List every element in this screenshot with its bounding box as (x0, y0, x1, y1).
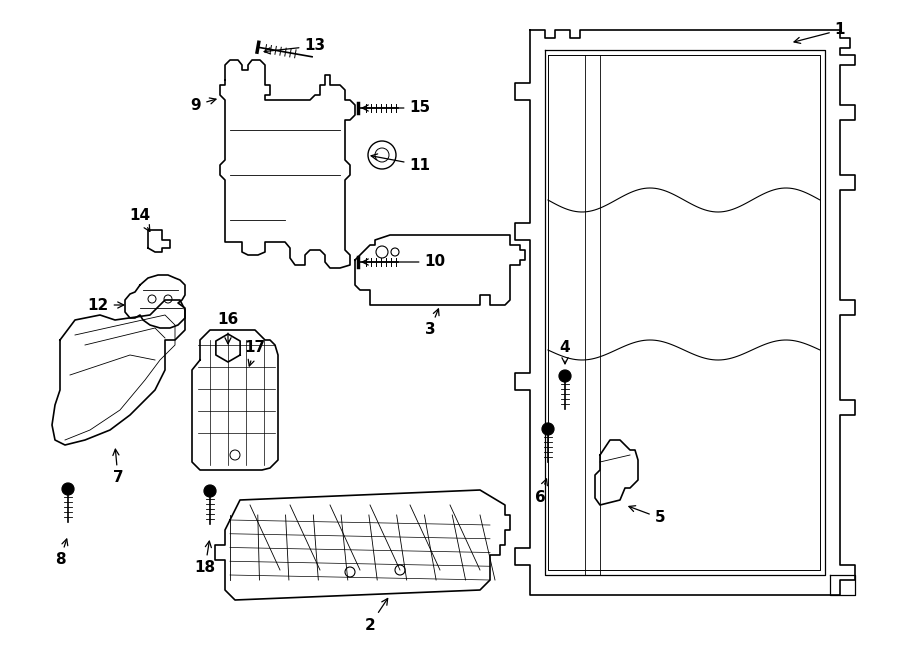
Text: 13: 13 (264, 38, 326, 54)
Text: 4: 4 (560, 340, 571, 364)
Polygon shape (215, 490, 510, 600)
Text: 14: 14 (130, 208, 150, 231)
Circle shape (559, 370, 571, 382)
Circle shape (62, 483, 74, 495)
Text: 17: 17 (245, 340, 266, 366)
Polygon shape (216, 334, 240, 362)
Polygon shape (125, 275, 185, 328)
Text: 18: 18 (194, 541, 216, 576)
Polygon shape (830, 575, 855, 595)
Text: 8: 8 (55, 539, 68, 568)
Text: 7: 7 (112, 449, 123, 485)
Text: 11: 11 (371, 154, 430, 173)
Polygon shape (148, 230, 170, 252)
Polygon shape (595, 440, 638, 505)
Circle shape (204, 485, 216, 497)
Text: 6: 6 (535, 479, 547, 504)
Text: 1: 1 (794, 22, 845, 44)
Polygon shape (192, 330, 278, 470)
Text: 16: 16 (218, 313, 238, 344)
Text: 12: 12 (87, 297, 124, 313)
Circle shape (542, 423, 554, 435)
Polygon shape (52, 300, 185, 445)
Polygon shape (355, 235, 525, 305)
Text: 10: 10 (362, 254, 446, 270)
Polygon shape (220, 60, 355, 268)
Polygon shape (515, 30, 855, 595)
Text: 15: 15 (362, 100, 430, 116)
Text: 3: 3 (425, 309, 439, 338)
Text: 9: 9 (191, 98, 216, 112)
Text: 2: 2 (364, 598, 388, 633)
Text: 5: 5 (629, 506, 665, 525)
